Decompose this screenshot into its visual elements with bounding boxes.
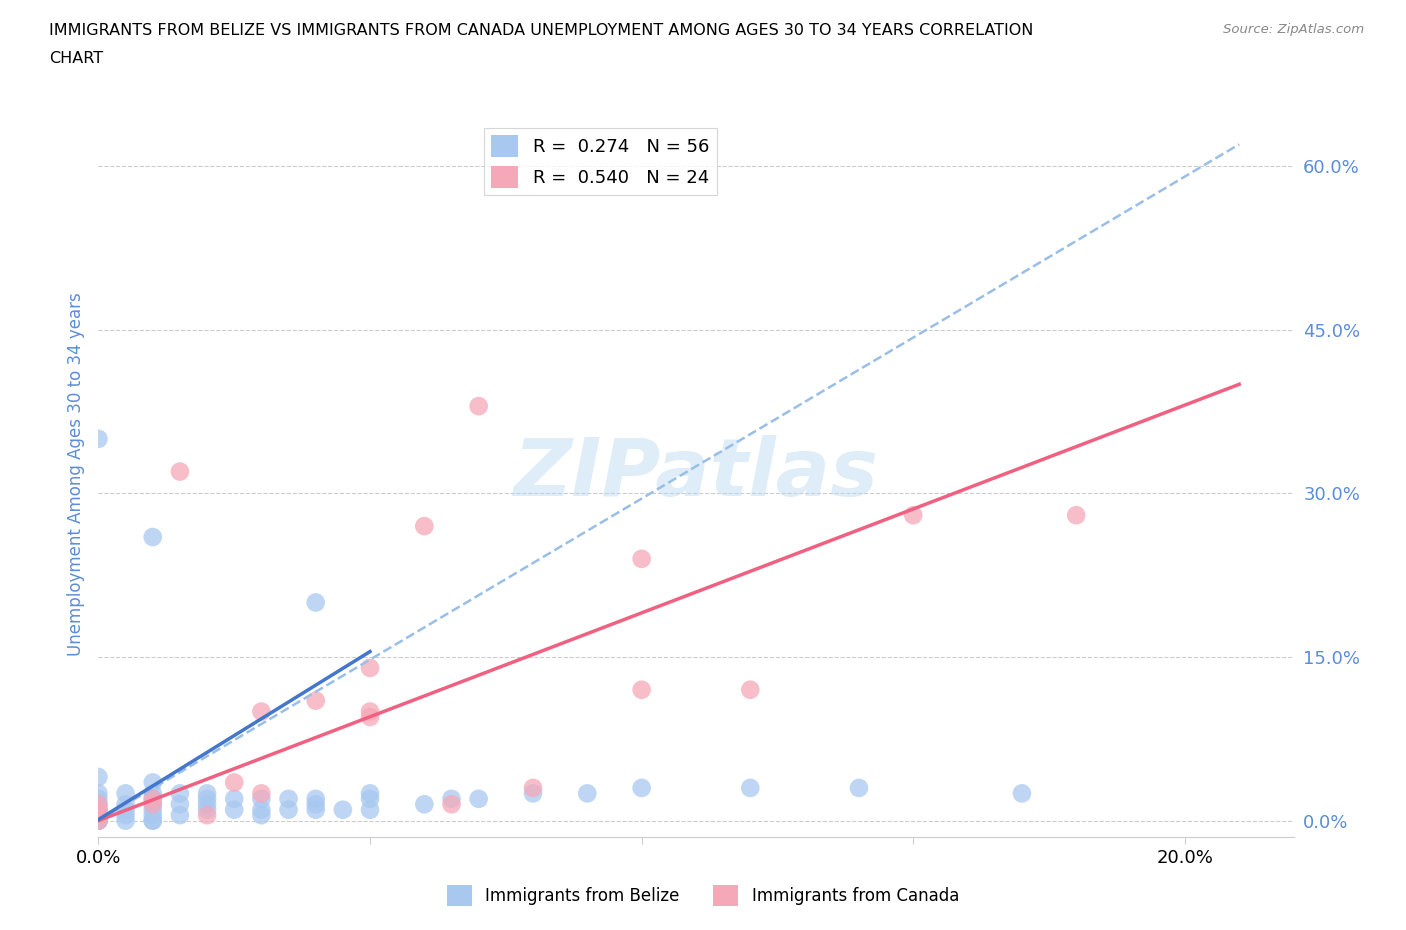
Point bbox=[413, 797, 436, 812]
Point bbox=[305, 797, 328, 812]
Point bbox=[87, 786, 110, 801]
Point bbox=[305, 791, 328, 806]
Point bbox=[87, 808, 110, 823]
Point bbox=[359, 786, 381, 801]
Point bbox=[142, 813, 165, 828]
Legend: Immigrants from Belize, Immigrants from Canada: Immigrants from Belize, Immigrants from … bbox=[440, 879, 966, 912]
Point bbox=[740, 683, 762, 698]
Point bbox=[195, 797, 218, 812]
Point bbox=[87, 803, 110, 817]
Y-axis label: Unemployment Among Ages 30 to 34 years: Unemployment Among Ages 30 to 34 years bbox=[66, 292, 84, 657]
Point bbox=[277, 791, 299, 806]
Point bbox=[87, 769, 110, 784]
Point bbox=[413, 519, 436, 534]
Legend: R =  0.274   N = 56, R =  0.540   N = 24: R = 0.274 N = 56, R = 0.540 N = 24 bbox=[484, 128, 717, 195]
Text: ZIPatlas: ZIPatlas bbox=[513, 435, 879, 513]
Point bbox=[142, 797, 165, 812]
Point bbox=[848, 780, 870, 795]
Point bbox=[250, 704, 273, 719]
Point bbox=[250, 803, 273, 817]
Point bbox=[250, 791, 273, 806]
Point bbox=[87, 803, 110, 817]
Point bbox=[359, 791, 381, 806]
Point bbox=[114, 797, 136, 812]
Point bbox=[142, 775, 165, 790]
Point bbox=[87, 808, 110, 823]
Point bbox=[359, 710, 381, 724]
Point bbox=[630, 780, 652, 795]
Point bbox=[522, 786, 544, 801]
Point bbox=[630, 683, 652, 698]
Point bbox=[114, 813, 136, 828]
Point bbox=[195, 786, 218, 801]
Point bbox=[114, 803, 136, 817]
Point bbox=[87, 813, 110, 828]
Point bbox=[114, 786, 136, 801]
Point bbox=[87, 813, 110, 828]
Point bbox=[142, 797, 165, 812]
Point bbox=[87, 813, 110, 828]
Text: Source: ZipAtlas.com: Source: ZipAtlas.com bbox=[1223, 23, 1364, 36]
Point bbox=[305, 803, 328, 817]
Text: IMMIGRANTS FROM BELIZE VS IMMIGRANTS FROM CANADA UNEMPLOYMENT AMONG AGES 30 TO 3: IMMIGRANTS FROM BELIZE VS IMMIGRANTS FRO… bbox=[49, 23, 1033, 38]
Point bbox=[277, 803, 299, 817]
Point bbox=[169, 786, 191, 801]
Point bbox=[142, 791, 165, 806]
Point bbox=[114, 808, 136, 823]
Point bbox=[224, 775, 246, 790]
Point bbox=[522, 780, 544, 795]
Point bbox=[1064, 508, 1087, 523]
Point bbox=[87, 813, 110, 828]
Point bbox=[359, 803, 381, 817]
Point bbox=[169, 808, 191, 823]
Point bbox=[169, 464, 191, 479]
Point bbox=[440, 791, 463, 806]
Point bbox=[195, 803, 218, 817]
Point bbox=[250, 786, 273, 801]
Point bbox=[195, 791, 218, 806]
Point bbox=[903, 508, 925, 523]
Point bbox=[87, 808, 110, 823]
Point bbox=[740, 780, 762, 795]
Point bbox=[142, 791, 165, 806]
Point bbox=[630, 551, 652, 566]
Point bbox=[467, 791, 489, 806]
Point bbox=[142, 786, 165, 801]
Point bbox=[195, 808, 218, 823]
Point bbox=[305, 595, 328, 610]
Point bbox=[142, 813, 165, 828]
Point bbox=[467, 399, 489, 414]
Point bbox=[224, 791, 246, 806]
Point bbox=[359, 704, 381, 719]
Point bbox=[250, 808, 273, 823]
Point bbox=[440, 797, 463, 812]
Point bbox=[576, 786, 599, 801]
Point bbox=[169, 797, 191, 812]
Point bbox=[359, 660, 381, 675]
Point bbox=[142, 529, 165, 544]
Point bbox=[142, 803, 165, 817]
Point bbox=[332, 803, 354, 817]
Text: CHART: CHART bbox=[49, 51, 103, 66]
Point bbox=[87, 813, 110, 828]
Point bbox=[87, 432, 110, 446]
Point bbox=[1011, 786, 1033, 801]
Point bbox=[87, 797, 110, 812]
Point bbox=[87, 797, 110, 812]
Point bbox=[87, 791, 110, 806]
Point bbox=[142, 808, 165, 823]
Point bbox=[305, 693, 328, 708]
Point bbox=[87, 813, 110, 828]
Point bbox=[87, 803, 110, 817]
Point bbox=[224, 803, 246, 817]
